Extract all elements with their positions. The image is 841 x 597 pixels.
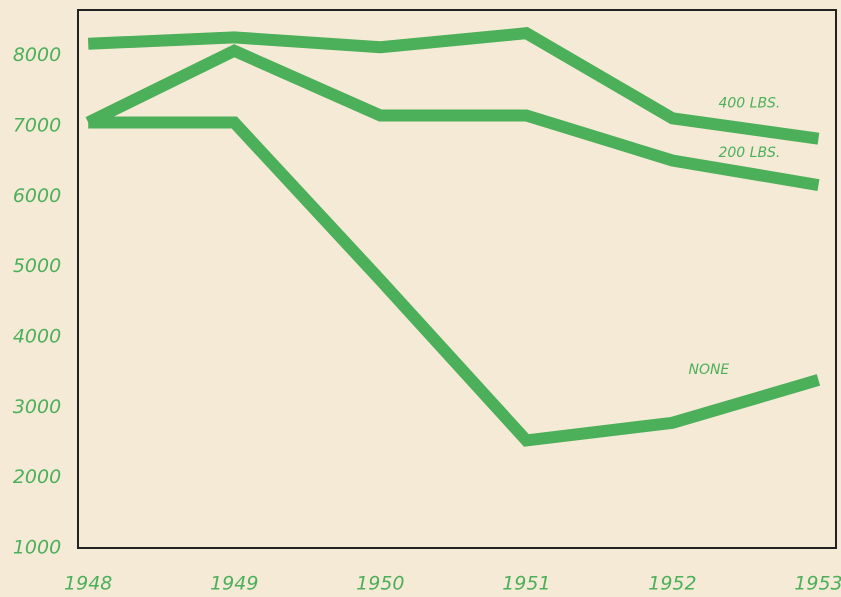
x-tick-label: 1953 [794,573,841,595]
series-line [85,44,820,192]
y-tick-label: 6000 [13,185,61,207]
y-tick-label: 4000 [13,326,61,348]
series-label: NONE [688,362,729,378]
x-tick-label: 1950 [356,573,404,595]
series-label: 200 LBS. [718,145,780,161]
series-label: 400 LBS. [718,96,780,112]
y-tick-label: 2000 [13,466,61,488]
x-tick-label: 1952 [648,573,696,595]
plot-frame [77,9,837,549]
y-tick-label: 1000 [13,537,61,559]
series-line [88,116,821,447]
y-tick-label: 8000 [13,44,61,66]
x-tick-label: 1951 [502,573,550,595]
x-tick-label: 1948 [64,573,112,595]
y-tick-label: 5000 [13,255,61,277]
series-line [87,27,820,145]
x-tick-label: 1949 [210,573,258,595]
y-tick-label: 3000 [13,396,61,418]
y-tick-label: 7000 [13,115,61,137]
